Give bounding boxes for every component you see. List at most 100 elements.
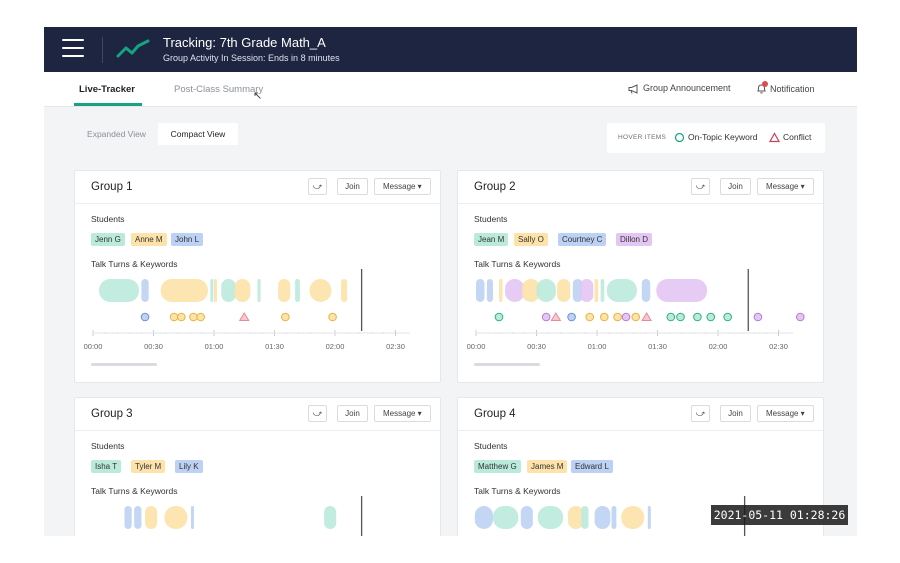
student-chip[interactable]: James M: [527, 460, 568, 473]
compact-view-button[interactable]: Compact View: [158, 123, 238, 145]
video-timestamp: 2021-05-11 01:28:26: [711, 505, 848, 525]
group-announcement-label: Group Announcement: [643, 83, 731, 93]
join-button[interactable]: Join: [337, 405, 368, 422]
legend-on-topic[interactable]: On-Topic Keyword: [674, 132, 757, 143]
talk-turn: [557, 279, 571, 302]
keyword-marker: [795, 312, 805, 322]
talk-turn: [164, 506, 188, 529]
student-chip[interactable]: Matthew G: [474, 460, 521, 473]
menu-icon[interactable]: [62, 39, 84, 59]
talk-turn: [474, 506, 493, 529]
student-chip[interactable]: Anne M: [131, 233, 167, 246]
student-chip[interactable]: Courtney C: [558, 233, 607, 246]
student-chip[interactable]: Edward L: [571, 460, 613, 473]
time-tick-label: 02:30: [386, 342, 405, 351]
talk-turn: [309, 279, 332, 302]
time-tick-label: 00:30: [144, 342, 163, 351]
talk-turns-timeline: 00:00 00:30 01:00 01:30 02:00 02:30: [467, 269, 805, 351]
talk-turn: [537, 506, 564, 529]
talk-turn: [594, 279, 599, 302]
talk-turn: [295, 279, 300, 302]
student-chip[interactable]: Lily K: [175, 460, 203, 473]
listen-button[interactable]: ⤻: [691, 405, 710, 422]
join-button[interactable]: Join: [720, 405, 751, 422]
students-label: Students: [474, 214, 508, 224]
app-window: Tracking: 7th Grade Math_A Group Activit…: [44, 27, 857, 536]
tab-post-class-summary[interactable]: Post-Class Summary: [174, 84, 264, 95]
expanded-view-button[interactable]: Expanded View: [87, 129, 146, 139]
time-tick-label: 00:00: [467, 342, 486, 351]
group-card-header: Group 3 ⤻ Join Message ▾: [75, 398, 440, 431]
student-chip[interactable]: Sally O: [514, 233, 548, 246]
talk-turn: [641, 279, 651, 302]
circle-icon: [674, 133, 685, 143]
notification-button[interactable]: Notification: [756, 81, 815, 96]
message-dropdown[interactable]: Message ▾: [757, 178, 814, 195]
talk-turn: [160, 279, 208, 302]
student-chip[interactable]: Isha T: [91, 460, 122, 473]
ear-icon: ⤻: [312, 181, 323, 191]
student-chip[interactable]: John L: [171, 233, 204, 246]
time-tick-label: 01:00: [588, 342, 607, 351]
talk-turn: [505, 279, 525, 302]
keyword-marker: [676, 312, 685, 322]
group-card: Group 2 ⤻ Join Message ▾ Students Talk Turns …: [457, 170, 824, 383]
keyword-marker: [494, 312, 504, 322]
talk-turn: [341, 279, 348, 302]
student-chip[interactable]: Jean M: [474, 233, 509, 246]
horizontal-scrollbar[interactable]: [91, 363, 157, 366]
talk-turn: [492, 506, 519, 529]
student-chip[interactable]: Dillon D: [616, 233, 653, 246]
listen-button[interactable]: ⤻: [691, 178, 710, 195]
join-button[interactable]: Join: [337, 178, 368, 195]
time-tick-label: 02:30: [769, 342, 788, 351]
tab-live-tracker[interactable]: Live-Tracker: [79, 84, 135, 95]
message-dropdown[interactable]: Message ▾: [374, 178, 431, 195]
keyword-marker: [693, 312, 702, 322]
keyword-marker: [281, 312, 290, 322]
talk-turns-label: Talk Turns & Keywords: [91, 486, 178, 496]
student-chip[interactable]: Jenn G: [91, 233, 125, 246]
keyword-marker: [585, 312, 595, 322]
trend-chart-icon: [116, 39, 150, 58]
talk-turn: [134, 506, 142, 529]
keyword-marker: [177, 312, 186, 322]
talk-turn: [191, 506, 195, 529]
time-tick-label: 00:30: [527, 342, 546, 351]
talk-turn: [581, 506, 589, 529]
group-title: Group 2: [474, 181, 516, 193]
group-title: Group 4: [474, 408, 516, 420]
bell-icon: [756, 81, 768, 96]
talk-turn: [594, 506, 611, 529]
time-tick-label: 02:00: [326, 342, 345, 351]
horizontal-scrollbar[interactable]: [474, 363, 540, 366]
students-label: Students: [91, 441, 125, 451]
join-button[interactable]: Join: [720, 178, 751, 195]
group-card: Group 3 ⤻ Join Message ▾ Students Talk Turns …: [74, 397, 441, 536]
talk-turn: [600, 279, 605, 302]
conflict-marker: [238, 312, 250, 321]
tab-bar: Live-Tracker Post-Class Summary ↖ Group …: [44, 72, 857, 107]
talk-turn: [572, 279, 583, 302]
talk-turn: [606, 279, 637, 302]
message-dropdown[interactable]: Message ▾: [374, 405, 431, 422]
talk-turn: [99, 279, 139, 302]
student-chip[interactable]: Tyler M: [131, 460, 166, 473]
listen-button[interactable]: ⤻: [308, 178, 327, 195]
conflict-marker: [550, 312, 562, 321]
page-title: Tracking: 7th Grade Math_A: [163, 35, 326, 50]
talk-turns-label: Talk Turns & Keywords: [474, 259, 561, 269]
group-announcement-button[interactable]: Group Announcement: [628, 83, 731, 94]
legend-conflict[interactable]: Conflict: [768, 132, 811, 143]
listen-button[interactable]: ⤻: [308, 405, 327, 422]
talk-turn: [141, 279, 149, 302]
group-card: Group 1 ⤻ Join Message ▾ Students Talk Turns …: [74, 170, 441, 383]
talk-turn: [567, 506, 584, 529]
talk-turn: [621, 506, 645, 529]
talk-turn: [324, 506, 337, 529]
megaphone-icon: [628, 83, 638, 94]
talk-turns-timeline: 00:00 00:30 01:00 01:30 02:00 02:30: [84, 269, 410, 351]
keyword-marker: [189, 312, 198, 322]
keyword-marker: [567, 312, 576, 322]
message-dropdown[interactable]: Message ▾: [757, 405, 814, 422]
